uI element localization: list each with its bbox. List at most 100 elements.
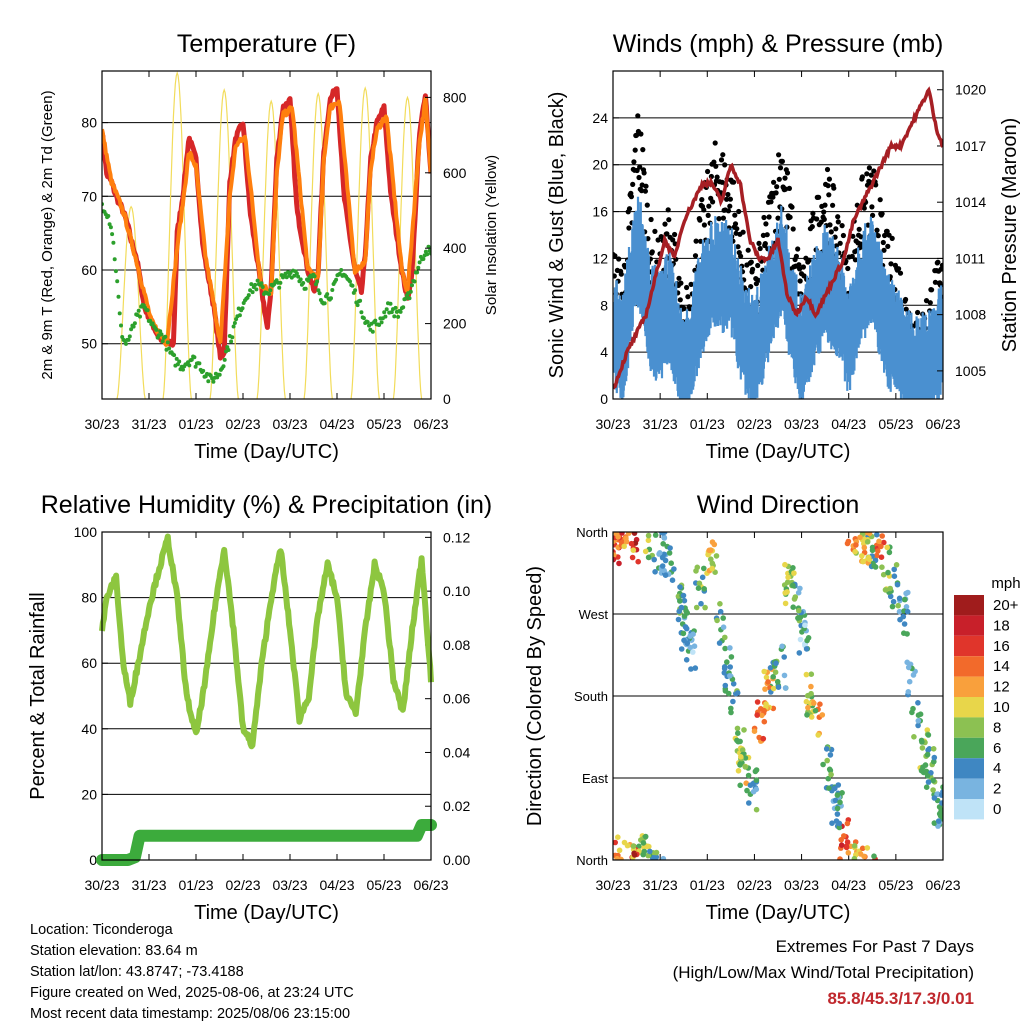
direction-point [931, 795, 938, 801]
gust-point [738, 253, 744, 259]
direction-point [882, 587, 889, 593]
direction-point [737, 782, 743, 789]
gust-point [790, 226, 796, 232]
legend-label: 6 [993, 740, 1001, 757]
direction-point [876, 538, 882, 545]
extremes-title: Extremes For Past 7 Days [775, 937, 974, 956]
gust-point [784, 170, 791, 176]
y-right-tick-label: 400 [443, 240, 467, 256]
dewpoint-point [119, 323, 123, 328]
direction-point [759, 712, 765, 719]
direction-point [666, 550, 673, 556]
dewpoint-point [425, 252, 430, 257]
direction-point [743, 780, 749, 786]
x-tick-label: 01/23 [178, 416, 213, 432]
direction-point [661, 535, 668, 541]
gust-point [821, 209, 827, 215]
x-tick-label: 01/23 [690, 416, 725, 432]
legend-swatch [954, 717, 984, 738]
direction-point [782, 590, 788, 596]
dewpoint-point [373, 318, 378, 323]
gust-point [630, 181, 636, 187]
direction-point [873, 552, 880, 559]
direction-point [713, 553, 720, 559]
dewpoint-point [306, 278, 311, 283]
plot-border [101, 531, 432, 861]
gust-point [870, 212, 876, 218]
dewpoint-point [217, 372, 222, 377]
direction-point [616, 847, 623, 854]
direction-point [782, 600, 789, 607]
direction-point [762, 686, 768, 692]
gust-point [757, 245, 763, 252]
dewpoint-point [129, 327, 134, 332]
direction-point [901, 621, 908, 627]
direction-point [836, 824, 843, 831]
direction-point [795, 589, 802, 596]
gust-point [716, 216, 722, 222]
dewpoint-point [167, 346, 172, 351]
direction-point [687, 633, 693, 639]
direction-point [935, 818, 942, 824]
gust-point [795, 246, 801, 252]
y-tick-label: 4 [600, 344, 608, 360]
y-right-tick-label: 0.10 [443, 583, 470, 599]
gust-point [693, 238, 699, 244]
gust-point [684, 284, 690, 291]
direction-point [826, 785, 832, 791]
direction-point [795, 615, 801, 621]
direction-point [924, 773, 931, 779]
gust-point [776, 176, 782, 182]
legend-label: 0 [993, 801, 1001, 818]
direction-point [645, 554, 652, 561]
dewpoint-point [312, 274, 317, 279]
gust-point [677, 297, 683, 303]
gust-point [618, 271, 624, 277]
gust-point [745, 247, 751, 253]
y-right-tick-label: 0.08 [443, 637, 470, 653]
x-tick-label: 06/23 [413, 877, 448, 893]
gust-point [755, 262, 761, 269]
y-axis-label: Direction (Colored By Speed) [524, 566, 546, 826]
x-tick-label: 04/23 [831, 416, 866, 432]
legend-swatch [954, 656, 984, 677]
direction-point [790, 604, 796, 610]
direction-point [613, 839, 618, 846]
dewpoint-point [132, 321, 137, 326]
direction-point [911, 734, 917, 740]
direction-point [680, 630, 687, 637]
dewpoint-point [230, 335, 235, 340]
direction-point [936, 811, 943, 817]
direction-point [645, 537, 652, 544]
gust-point [720, 152, 726, 158]
gust-point [839, 223, 845, 229]
dewpoint-point [197, 361, 202, 366]
x-tick-label: 05/23 [878, 416, 913, 432]
direction-point [644, 843, 651, 850]
dewpoint-point [116, 294, 121, 299]
direction-point [730, 681, 737, 687]
x-tick-label: 02/23 [225, 877, 260, 893]
direction-point [727, 645, 733, 651]
dewpoint-point [201, 368, 206, 373]
direction-point [699, 574, 706, 581]
dewpoint-point [231, 324, 236, 329]
gust-point [889, 235, 895, 241]
gust-point [840, 232, 847, 239]
direction-point [896, 608, 903, 615]
legend-label: 16 [993, 638, 1010, 655]
direction-point [802, 622, 808, 629]
speed-legend: mph 20+ 18 16 14 12 10 8 6 4 2 0 [954, 575, 1021, 820]
direction-point [734, 737, 740, 744]
y-right-tick-label: 1005 [955, 363, 986, 379]
direction-point [779, 643, 785, 650]
direction-point [887, 593, 894, 600]
direction-point [659, 563, 666, 569]
dewpoint-point [268, 288, 273, 293]
direction-point [660, 541, 666, 547]
dewpoint-point [412, 279, 417, 284]
direction-point [678, 646, 685, 652]
legend-swatch [954, 595, 984, 616]
gust-point [710, 199, 716, 205]
gust-point [706, 203, 712, 209]
